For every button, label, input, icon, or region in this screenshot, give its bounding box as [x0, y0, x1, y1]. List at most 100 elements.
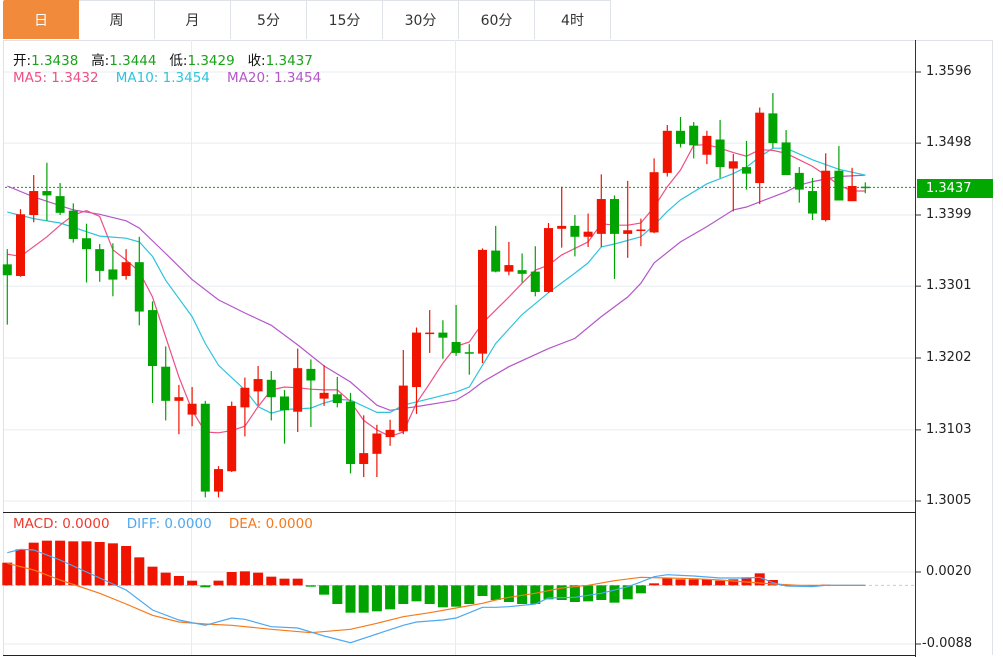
candle-down [768, 113, 778, 144]
macd-bar [345, 585, 356, 613]
ohlc-legend: 开:1.3438 高:1.3444 低:1.3429 收:1.3437 [13, 49, 313, 69]
macd-legend-value: MACD: 0.0000 [13, 516, 110, 532]
macd-bar [200, 585, 211, 588]
candle-up [412, 332, 421, 388]
price-tick: 1.3301 [926, 278, 972, 293]
macd-bar [292, 578, 303, 586]
candle-up [16, 214, 25, 276]
macd-bar [649, 583, 660, 586]
tab-month[interactable]: 月 [155, 0, 231, 39]
macd-bar [371, 585, 382, 612]
macd-bar [385, 585, 396, 610]
candle-down [742, 167, 751, 174]
macd-bar [239, 571, 250, 586]
candle-down [200, 403, 210, 492]
close-value: 1.3437 [265, 53, 313, 69]
tab-week[interactable]: 周 [79, 0, 155, 39]
macd-bar [213, 580, 224, 586]
macd-bar [332, 585, 343, 605]
macd-bar [68, 541, 79, 586]
macd-bar [609, 585, 620, 603]
ma20-line [7, 174, 866, 411]
macd-tick: 0.0020 [926, 564, 972, 579]
candle-down [346, 401, 355, 464]
candle-up [504, 265, 514, 272]
candle-up [623, 230, 633, 234]
candle-down [148, 310, 157, 366]
tab-30min[interactable]: 30分 [383, 0, 459, 39]
macd-bar [477, 585, 488, 597]
macd-bar [121, 545, 132, 586]
price-tick: 1.3596 [926, 64, 972, 79]
dea-line [7, 562, 866, 634]
candle-down [161, 366, 171, 401]
candle-up [398, 385, 408, 432]
candle-up [425, 332, 435, 335]
macd-tick: -0.0088 [922, 636, 973, 651]
candle-up [214, 469, 223, 492]
candle-up [227, 405, 237, 472]
macd-bar [543, 585, 554, 600]
candle-up [702, 135, 712, 155]
macd-bar [173, 576, 184, 586]
candle-down [610, 199, 619, 234]
macd-bar [266, 576, 277, 586]
period-tabs: 日 周 月 5分 15分 30分 60分 4时 [3, 0, 993, 41]
candle-down [491, 250, 501, 272]
macd-bar [662, 578, 673, 586]
candle-down [68, 210, 78, 239]
candle-down [134, 262, 144, 312]
macd-bar [635, 585, 646, 594]
macd-bar [490, 585, 501, 601]
candle-down [834, 170, 844, 201]
candle-up [372, 433, 382, 454]
tab-60min[interactable]: 60分 [459, 0, 535, 39]
price-tick: 1.3103 [926, 422, 972, 437]
candle-up [649, 172, 659, 233]
candle-down [808, 191, 817, 214]
macd-bar [530, 585, 541, 605]
candle-down [2, 264, 12, 276]
candle-down [860, 186, 870, 189]
candle-down [95, 249, 105, 271]
candle-down [570, 225, 580, 237]
candle-up [253, 379, 263, 392]
low-value: 1.3429 [187, 53, 235, 69]
price-tick: 1.3005 [926, 493, 972, 508]
tab-4hour[interactable]: 4时 [535, 0, 611, 39]
open-label: 开: [13, 53, 32, 69]
macd-bar [451, 585, 462, 607]
current-price-label: 1.3437 [917, 179, 993, 198]
candle-down [530, 271, 540, 292]
tab-day[interactable]: 日 [3, 0, 79, 39]
macd-lines [7, 548, 866, 644]
macd-bar [688, 579, 699, 586]
ma-legend: MA5: 1.3432 MA10: 1.3454 MA20: 1.3454 [13, 70, 321, 86]
tab-5min[interactable]: 5分 [231, 0, 307, 39]
candle-up [174, 397, 184, 401]
macd-bar [305, 585, 316, 587]
macd-bar [160, 572, 171, 586]
candle-up [121, 262, 131, 276]
macd-bar [279, 578, 290, 586]
candle-down [676, 130, 685, 144]
candle-down [451, 342, 461, 353]
candle-up [187, 403, 197, 415]
macd-bar [358, 585, 369, 613]
macd-bar [754, 573, 765, 586]
macd-bar [398, 585, 409, 605]
macd-bar [15, 549, 26, 586]
macd-bar [517, 585, 528, 605]
candle-up [755, 112, 765, 184]
candle-down [82, 238, 91, 250]
macd-bar [94, 541, 105, 586]
candle-up [636, 229, 646, 232]
candle-down [438, 332, 448, 338]
price-tick: 1.3202 [926, 350, 972, 365]
candle-up [240, 387, 250, 408]
macd-legend: MACD: 0.0000 DIFF: 0.0000 DEA: 0.0000 [13, 516, 313, 532]
dea-legend-value: DEA: 0.0000 [228, 516, 313, 532]
tab-15min[interactable]: 15分 [307, 0, 383, 39]
candle-down [715, 139, 725, 168]
